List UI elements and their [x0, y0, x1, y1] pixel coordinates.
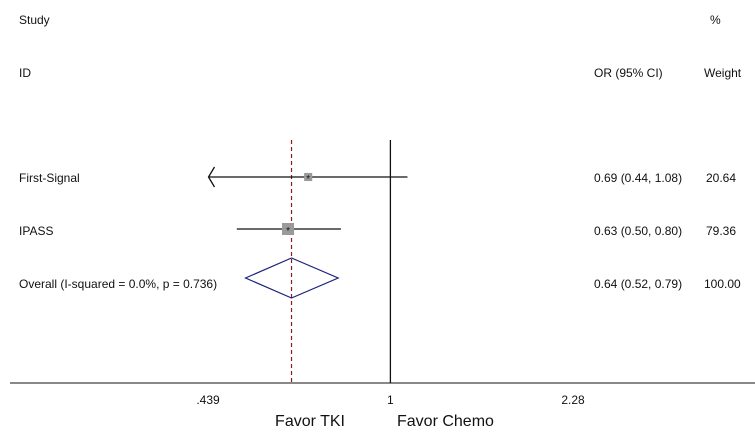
- or-ci-header: OR (95% CI): [594, 66, 663, 80]
- weight-ipass: 79.36: [706, 224, 736, 238]
- point-estimate-ipass: *: [286, 226, 290, 237]
- ci-arrow-first-signal: [207, 166, 216, 188]
- x-tick-label: .439: [196, 393, 220, 407]
- weight-header: Weight: [704, 66, 742, 80]
- weight-overall: 100.00: [704, 277, 741, 291]
- favor-tki-label: Favor TKI: [275, 413, 345, 430]
- id-header: ID: [19, 66, 31, 80]
- x-tick-label: 1: [387, 393, 394, 407]
- point-estimate-first-signal: *: [306, 174, 310, 185]
- weight-box-first-signal: [304, 172, 313, 182]
- study-label-first-signal: First-Signal: [19, 171, 80, 185]
- weight-first-signal: 20.64: [706, 171, 736, 185]
- overall-label: Overall (I-squared = 0.0%, p = 0.736): [19, 277, 217, 291]
- favor-chemo-label: Favor Chemo: [397, 413, 494, 430]
- ci-text-ipass: 0.63 (0.50, 0.80): [594, 224, 682, 238]
- ci-text-first-signal: 0.69 (0.44, 1.08): [594, 171, 682, 185]
- study-header: Study: [19, 13, 50, 27]
- ci-text-overall: 0.64 (0.52, 0.79): [594, 277, 682, 291]
- weight-percent-header: %: [710, 13, 721, 27]
- x-tick-label: 2.28: [561, 393, 585, 407]
- weight-box-ipass: [282, 223, 295, 235]
- study-label-ipass: IPASS: [19, 224, 53, 238]
- overall-diamond: [244, 257, 340, 299]
